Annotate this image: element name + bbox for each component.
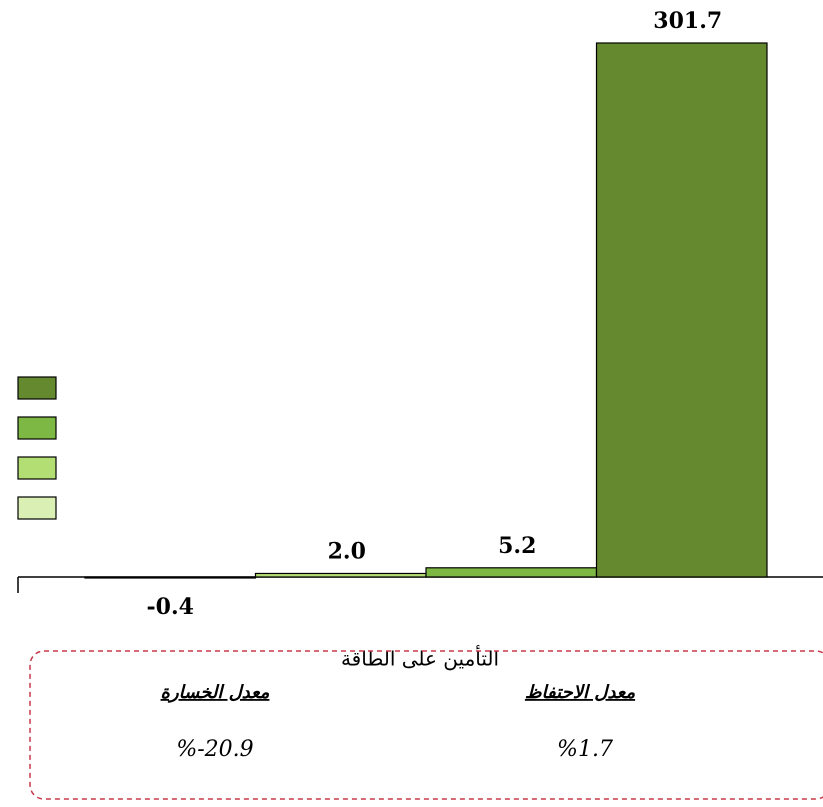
legend-swatch: [17, 496, 57, 520]
data-label: 301.7: [653, 8, 722, 34]
loss-title: معدل الخسارة: [161, 682, 270, 703]
loss-value: %-20.9: [176, 737, 253, 762]
data-label: 2.0: [328, 538, 366, 564]
data-label: 5.2: [498, 533, 536, 559]
data-label: -0.4: [147, 594, 194, 620]
category-label: التأمين على الطاقة: [341, 645, 499, 671]
bar: [425, 567, 598, 578]
bar: [595, 42, 768, 578]
bar: [84, 576, 257, 579]
legend-swatch: [17, 416, 57, 440]
info-box: [29, 650, 823, 800]
retention-title: معدل الاحتفاظ: [525, 682, 636, 703]
retention-value: %1.7: [557, 737, 613, 762]
legend-swatch: [17, 376, 57, 400]
legend-swatch: [17, 456, 57, 480]
bar: [254, 572, 427, 578]
